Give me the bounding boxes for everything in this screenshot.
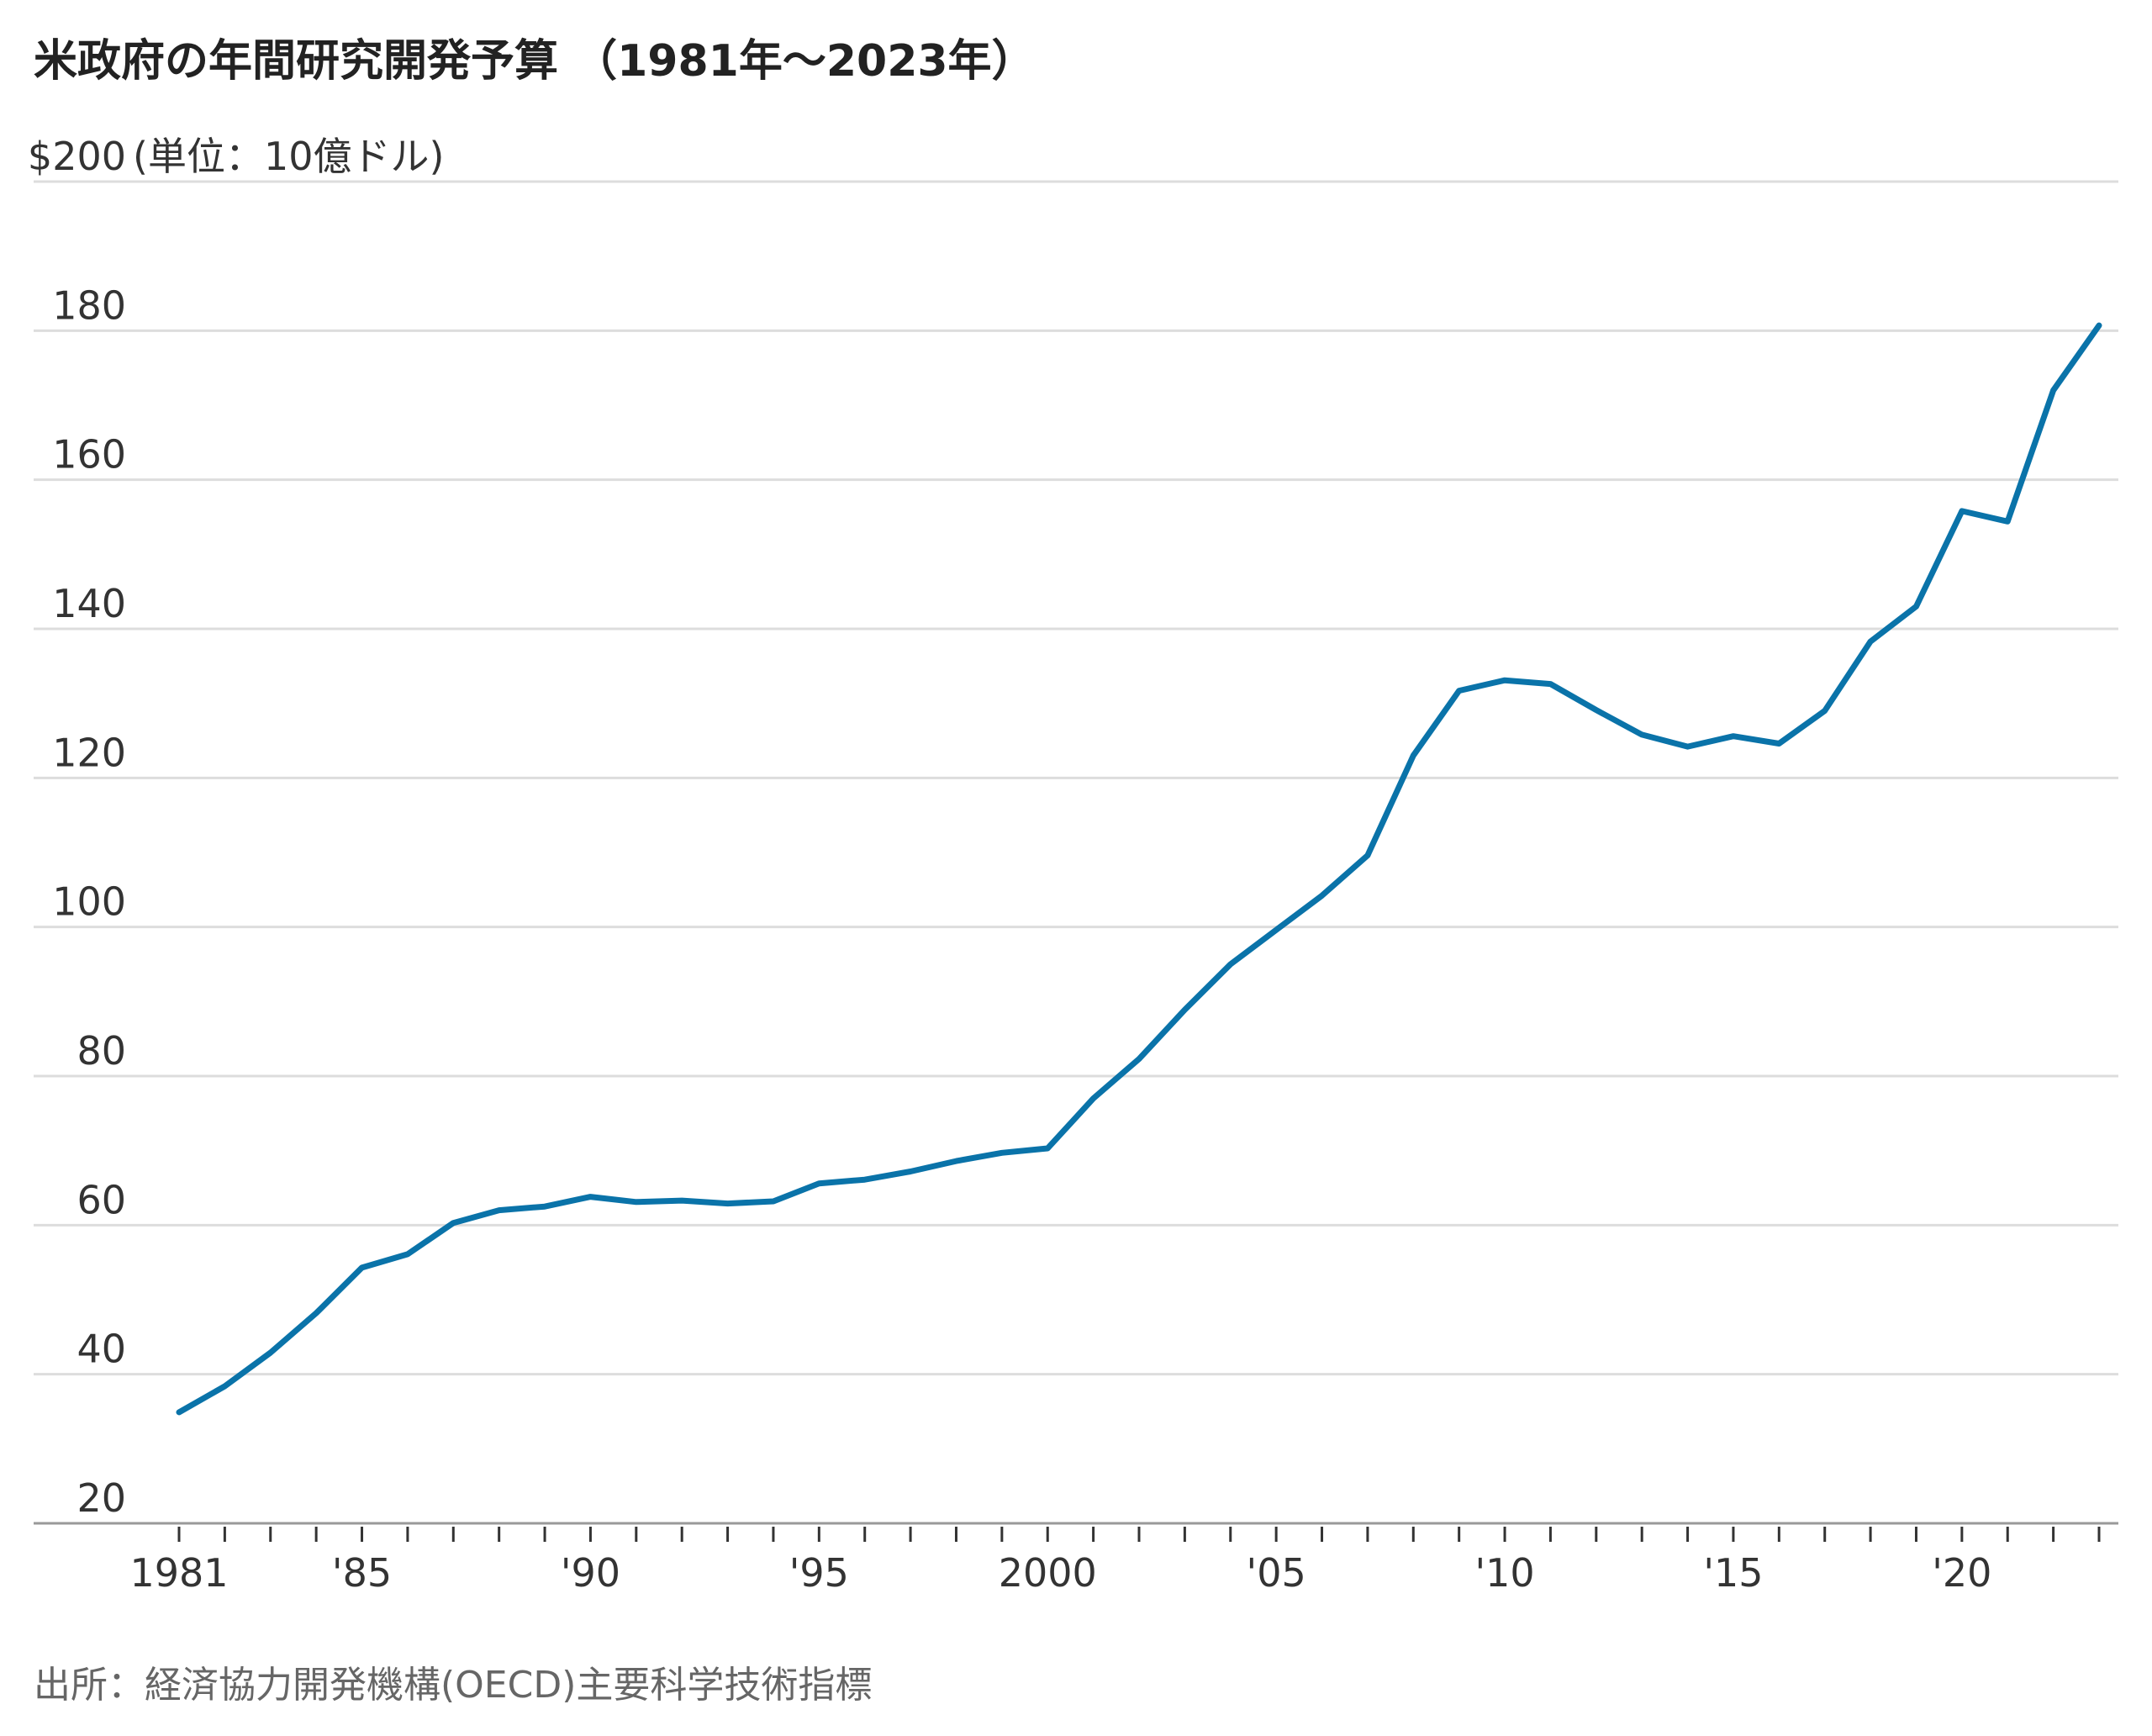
data-point-2013 [1639, 732, 1644, 737]
data-point-1982 [222, 1384, 227, 1389]
data-point-2003 [1182, 1007, 1187, 1012]
y-tick-label: 160 [52, 432, 126, 478]
chart-title: 米政府の年間研究開発予算 （1981年〜2023年） [34, 36, 1036, 87]
data-point-2018 [1868, 639, 1873, 644]
y-tick-label: 140 [52, 581, 126, 626]
data-point-1983 [268, 1350, 273, 1355]
data-point-1991 [634, 1200, 639, 1205]
data-point-2001 [1091, 1096, 1096, 1101]
x-tick-label: '05 [1247, 1550, 1306, 1596]
data-point-2015 [1731, 734, 1736, 739]
data-point-1986 [405, 1252, 410, 1257]
y-tick-label: 180 [52, 282, 126, 328]
data-point-1993 [725, 1201, 731, 1206]
data-point-1981 [177, 1410, 182, 1415]
data-point-1990 [588, 1195, 593, 1200]
x-tick-label: '90 [561, 1550, 620, 1596]
x-tick-label: 2000 [999, 1550, 1097, 1596]
x-tick-label: '20 [1932, 1550, 1991, 1596]
y-tick-label: 20 [76, 1475, 126, 1521]
data-point-2014 [1685, 744, 1690, 749]
data-point-2006 [1320, 893, 1325, 898]
data-point-1984 [314, 1311, 319, 1316]
data-point-2008 [1411, 753, 1416, 758]
x-tick-label: '95 [789, 1550, 849, 1596]
data-point-2002 [1137, 1057, 1142, 1062]
data-point-2017 [1822, 709, 1828, 714]
data-point-2016 [1776, 741, 1781, 747]
x-tick-label: '15 [1703, 1550, 1763, 1596]
data-point-1989 [542, 1204, 547, 1209]
series-line [176, 322, 2102, 1416]
data-point-1987 [451, 1221, 456, 1226]
data-point-1998 [953, 1158, 958, 1163]
data-point-2009 [1457, 689, 1462, 694]
data-point-2019 [1913, 604, 1918, 609]
data-point-1996 [862, 1177, 868, 1182]
data-point-2022 [2051, 388, 2056, 393]
data-points [177, 323, 2102, 1415]
data-point-2010 [1502, 678, 1507, 683]
data-point-1985 [360, 1265, 365, 1270]
source-note: 出所：経済協力開発機構(OECD)主要科学技術指標 [34, 1664, 873, 1707]
y-tick-label: $200 [28, 134, 126, 179]
y-tick-label: 100 [52, 879, 126, 925]
data-point-2012 [1594, 708, 1599, 713]
x-axis-tick-marks [177, 1527, 2101, 1542]
data-point-1992 [679, 1198, 684, 1203]
data-point-1994 [771, 1199, 776, 1204]
data-point-1995 [816, 1181, 821, 1186]
data-point-2000 [1045, 1146, 1050, 1151]
y-tick-label: 60 [76, 1177, 126, 1222]
data-point-2004 [1228, 962, 1233, 967]
gridlines [34, 180, 2118, 1376]
data-point-1988 [497, 1208, 502, 1213]
x-tick-label: '10 [1474, 1550, 1534, 1596]
y-tick-label: 40 [76, 1327, 126, 1372]
data-point-1997 [908, 1169, 913, 1174]
line-chart: $200 180 160 140 120 100 80 60 40 20 (単位：10億ドル) 1… [28, 134, 2118, 1596]
x-tick-label: 1981 [129, 1550, 228, 1596]
y-tick-label: 80 [76, 1028, 126, 1074]
data-point-2005 [1274, 927, 1279, 932]
x-axis-tick-labels: 1981 '85 '90 '95 2000 '05 '10 '15 '20 [129, 1550, 1991, 1596]
data-point-2020 [1959, 509, 1965, 514]
y-tick-label: 120 [52, 730, 126, 775]
data-point-2007 [1365, 853, 1370, 858]
data-point-2011 [1548, 682, 1553, 687]
x-tick-label: '85 [332, 1550, 392, 1596]
y-axis-tick-labels: $200 180 160 140 120 100 80 60 40 20 [28, 134, 126, 1521]
data-point-2023 [2097, 323, 2102, 328]
y-axis-unit-label: (単位：10億ドル) [133, 134, 444, 179]
data-point-2021 [2005, 519, 2010, 524]
data-point-1999 [1000, 1150, 1005, 1155]
